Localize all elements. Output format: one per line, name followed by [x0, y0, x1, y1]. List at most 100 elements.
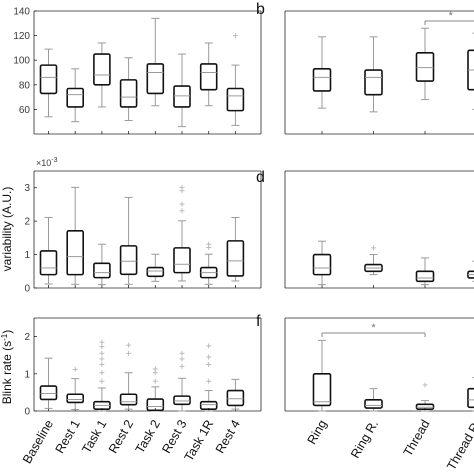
- iqr-box: [119, 393, 138, 406]
- box-e-4: [119, 342, 138, 410]
- iqr-box: [312, 253, 332, 276]
- iqr-box: [415, 52, 435, 82]
- outlier-marker: [179, 184, 185, 190]
- box-e-1: [39, 357, 58, 409]
- box-c-7: [199, 241, 218, 285]
- iqr-box: [39, 250, 58, 276]
- outlier-marker: [126, 342, 132, 348]
- iqr-box: [312, 68, 332, 92]
- iqr-box: [39, 64, 58, 95]
- iqr-box: [364, 69, 383, 96]
- outlier-marker: [99, 370, 105, 376]
- iqr-box: [93, 262, 111, 279]
- box-c-3: [93, 243, 111, 286]
- box-a-7: [199, 42, 218, 107]
- iqr-box: [93, 53, 111, 86]
- panel-c: 0 1 2 3: [24, 170, 262, 295]
- box-c-5: [146, 253, 165, 282]
- x-category-label: Task 2: [133, 417, 163, 455]
- iqr-box: [146, 266, 165, 278]
- iqr-box: [199, 400, 218, 410]
- y-tick-label: 100: [13, 56, 30, 67]
- outlier-marker: [99, 350, 105, 356]
- iqr-box: [39, 385, 58, 401]
- outlier-marker: [99, 344, 105, 350]
- y-tick-label: 3: [24, 183, 30, 194]
- box-d-2: [364, 245, 383, 276]
- y-tick-label: 2: [24, 217, 30, 228]
- box-e-2: [66, 366, 84, 411]
- iqr-box: [66, 393, 84, 404]
- y-tick-label: 80: [19, 80, 31, 91]
- outlier-marker: [152, 378, 158, 384]
- iqr-box: [119, 79, 138, 108]
- box-c-8: [226, 216, 245, 282]
- outlier-marker: [179, 208, 185, 214]
- y-tick-label: 1: [24, 250, 30, 261]
- iqr-box: [312, 372, 332, 407]
- iqr-box: [415, 403, 435, 410]
- significance-bracket: *: [321, 322, 426, 337]
- outlier-marker: [179, 350, 185, 356]
- outlier-marker: [422, 382, 428, 388]
- outlier-marker: [152, 366, 158, 372]
- box-a-8: [226, 33, 245, 126]
- axes-a: 60 80 100 120 140: [13, 7, 262, 135]
- iqr-box: [66, 87, 84, 108]
- outlier-marker: [99, 362, 105, 367]
- iqr-box: [226, 389, 245, 407]
- y-tick-label: 2: [24, 332, 30, 343]
- y-exponent-label: ×10-3: [36, 157, 58, 168]
- x-category-label: Thread: [401, 417, 433, 458]
- box-c-4: [119, 196, 138, 285]
- box-e-6: [173, 350, 191, 412]
- y-tick-label: 0: [24, 284, 30, 295]
- outlier-marker: [206, 241, 212, 247]
- box-d-3: [415, 257, 435, 286]
- y-tick-label: 120: [13, 31, 30, 42]
- iqr-box: [226, 240, 245, 277]
- box-c-1: [39, 216, 58, 285]
- iqr-box: [173, 247, 191, 274]
- panel-letter-f: f: [256, 313, 261, 330]
- panel-d: [284, 170, 474, 289]
- x-category-label: Task 1: [79, 417, 109, 455]
- significance-star: *: [371, 322, 376, 334]
- outlier-marker: [206, 378, 212, 384]
- outlier-marker: [371, 245, 376, 251]
- iqr-box: [364, 399, 383, 409]
- box-c-6: [173, 184, 191, 282]
- box-a-1: [39, 48, 58, 118]
- y-tick-label: 0: [24, 407, 30, 418]
- panel-a: 60 80 100 120 140: [13, 7, 262, 135]
- x-category-label: Rest 2: [106, 417, 136, 455]
- iqr-box: [173, 85, 191, 108]
- iqr-box: [146, 63, 165, 95]
- x-category-label: Thread R.: [444, 418, 474, 473]
- box-b-2: [364, 36, 383, 113]
- outlier-marker: [179, 356, 185, 362]
- y-axis-title-blink-rate: Blink rate (s-1): [0, 330, 14, 404]
- y-axis-title-variability: variability (A.U.): [0, 187, 14, 272]
- x-category-label: Baseline: [20, 417, 56, 466]
- iqr-box: [226, 87, 245, 112]
- iqr-box: [66, 230, 84, 276]
- outlier-marker: [126, 350, 132, 356]
- box-f-4: [467, 377, 474, 412]
- y-tick-label: 60: [19, 105, 31, 116]
- x-category-label: Ring R.: [348, 418, 381, 461]
- iqr-box: [199, 63, 218, 91]
- box-b-4: [467, 32, 474, 110]
- panel-letter-b: b: [256, 1, 265, 18]
- box-d-1: [312, 240, 332, 286]
- axes-d: [284, 170, 474, 289]
- box-b-1: [312, 36, 332, 109]
- box-d-4: [467, 260, 474, 282]
- box-e-8: [226, 378, 245, 410]
- axes-b: [284, 10, 474, 135]
- x-category-label: Rest 4: [213, 417, 243, 455]
- x-category-label: Rest 1: [53, 417, 83, 455]
- box-a-2: [66, 68, 84, 123]
